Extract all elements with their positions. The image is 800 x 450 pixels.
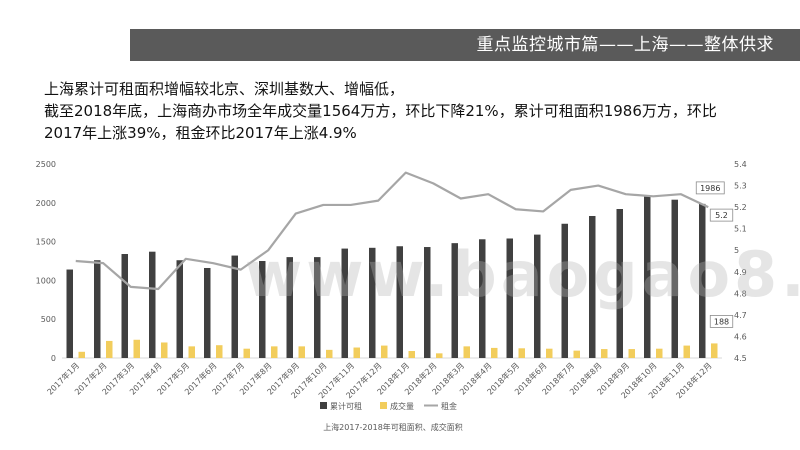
bar-available — [616, 209, 623, 358]
y-tick-left: 1000 — [36, 276, 56, 285]
bar-series — [66, 196, 718, 358]
legend-label: 租金 — [441, 401, 457, 411]
y-axis-left: 0 500 1000 1500 2000 2500 — [36, 160, 722, 363]
bar-transaction — [161, 342, 168, 358]
bar-available — [259, 261, 266, 358]
callout-box — [709, 315, 734, 328]
summary-text: 上海累计可租面积增幅较北京、深圳基数大、增幅低， 截至2018年底，上海商办市场… — [44, 78, 784, 144]
bar-available — [66, 269, 73, 358]
bar-transaction — [353, 347, 360, 358]
bar-available — [121, 254, 128, 358]
legend-label: 累计可租 — [330, 401, 362, 411]
chart-legend: 累计可租 成交量 租金 — [320, 401, 457, 411]
supply-demand-chart: 0 500 1000 1500 2000 2500 4.5 4.6 4.7 4.8 4.9 5 5.1… — [36, 160, 747, 432]
chart-caption: 上海2017-2018年可租面积、成交面积 — [323, 422, 463, 432]
bar-transaction — [408, 351, 415, 358]
legend-swatch — [380, 402, 387, 409]
y-tick-left: 0 — [51, 354, 56, 363]
bar-transaction — [628, 349, 635, 358]
bar-available — [341, 248, 348, 358]
bar-available — [671, 199, 678, 358]
y-tick-right: 4.9 — [734, 268, 747, 277]
y-tick-right: 4.5 — [734, 354, 747, 363]
y-tick-right: 4.6 — [734, 332, 747, 341]
bar-transaction — [491, 347, 498, 358]
bar-available — [286, 257, 293, 358]
y-tick-right: 5.4 — [734, 160, 747, 169]
bar-transaction — [546, 348, 553, 358]
bar-available — [699, 203, 706, 358]
bar-available — [369, 247, 376, 358]
header-bar: 重点监控城市篇——上海——整体供求 — [130, 29, 800, 61]
y-tick-left: 1500 — [36, 238, 56, 247]
watermark-text: www.baogao8.com — [245, 238, 800, 311]
page-title: 重点监控城市篇——上海——整体供求 — [476, 35, 774, 55]
bar-transaction — [573, 350, 580, 358]
bar-transaction — [683, 345, 690, 358]
bar-transaction — [436, 353, 443, 358]
bar-available — [644, 196, 651, 358]
bar-transaction — [711, 343, 718, 358]
y-tick-right: 4.8 — [734, 289, 747, 298]
bar-transaction — [133, 339, 140, 358]
bar-available — [314, 257, 321, 358]
bar-available — [396, 246, 403, 358]
bar-available — [479, 239, 486, 358]
callout-box — [709, 208, 734, 222]
bar-transaction — [243, 348, 250, 358]
y-tick-right: 5.3 — [734, 182, 747, 191]
line-rent — [75, 171, 709, 291]
bar-available — [506, 238, 513, 358]
bar-available — [149, 251, 156, 358]
y-tick-right: 5.1 — [734, 225, 747, 234]
bar-transaction — [188, 346, 195, 358]
summary-line-2: 截至2018年底，上海商办市场全年成交量1564万方，环比下降21%，累计可租面… — [44, 102, 717, 120]
bar-transaction — [78, 351, 85, 358]
y-tick-left: 2000 — [36, 199, 56, 208]
bar-transaction — [381, 345, 388, 358]
y-tick-left: 2500 — [36, 160, 56, 169]
bar-available — [204, 267, 211, 358]
y-tick-right: 5 — [734, 246, 739, 255]
bar-transaction — [601, 349, 608, 358]
bar-available — [451, 243, 458, 358]
bar-available — [424, 247, 431, 358]
callout-box — [695, 181, 725, 195]
bar-available — [94, 260, 101, 358]
callout-label: 5.2 — [715, 211, 728, 220]
y-tick-right: 4.7 — [734, 311, 747, 320]
bar-transaction — [463, 346, 470, 358]
bar-available — [561, 223, 568, 358]
legend-label: 成交量 — [390, 401, 414, 411]
y-axis-right: 4.5 4.6 4.7 4.8 4.9 5 5.1 5.2 5.3 5.4 — [734, 160, 747, 363]
line-series — [75, 171, 709, 291]
y-tick-right: 5.2 — [734, 203, 747, 212]
y-tick-left: 500 — [41, 315, 56, 324]
callout-label: 188 — [714, 317, 729, 326]
callout-label: 1986 — [700, 184, 720, 193]
summary-line-1: 上海累计可租面积增幅较北京、深圳基数大、增幅低， — [44, 80, 405, 98]
bar-transaction — [518, 348, 525, 358]
bar-available — [231, 255, 238, 358]
x-axis-labels: 2017年1月2017年2月2017年3月2017年4月2017年5月2017年… — [45, 360, 714, 400]
bar-available — [534, 234, 541, 358]
summary-line-3: 2017年上涨39%，租金环比2017年上涨4.9% — [44, 124, 357, 142]
legend-swatch — [320, 402, 327, 409]
bar-transaction — [271, 346, 278, 358]
bar-transaction — [298, 346, 305, 358]
bar-transaction — [106, 340, 113, 358]
bar-available — [176, 260, 183, 358]
bar-transaction — [216, 345, 223, 358]
bar-available — [589, 215, 596, 358]
bar-transaction — [326, 349, 333, 358]
bar-transaction — [656, 348, 663, 358]
data-callouts: 1986 5.2 188 — [695, 181, 734, 328]
